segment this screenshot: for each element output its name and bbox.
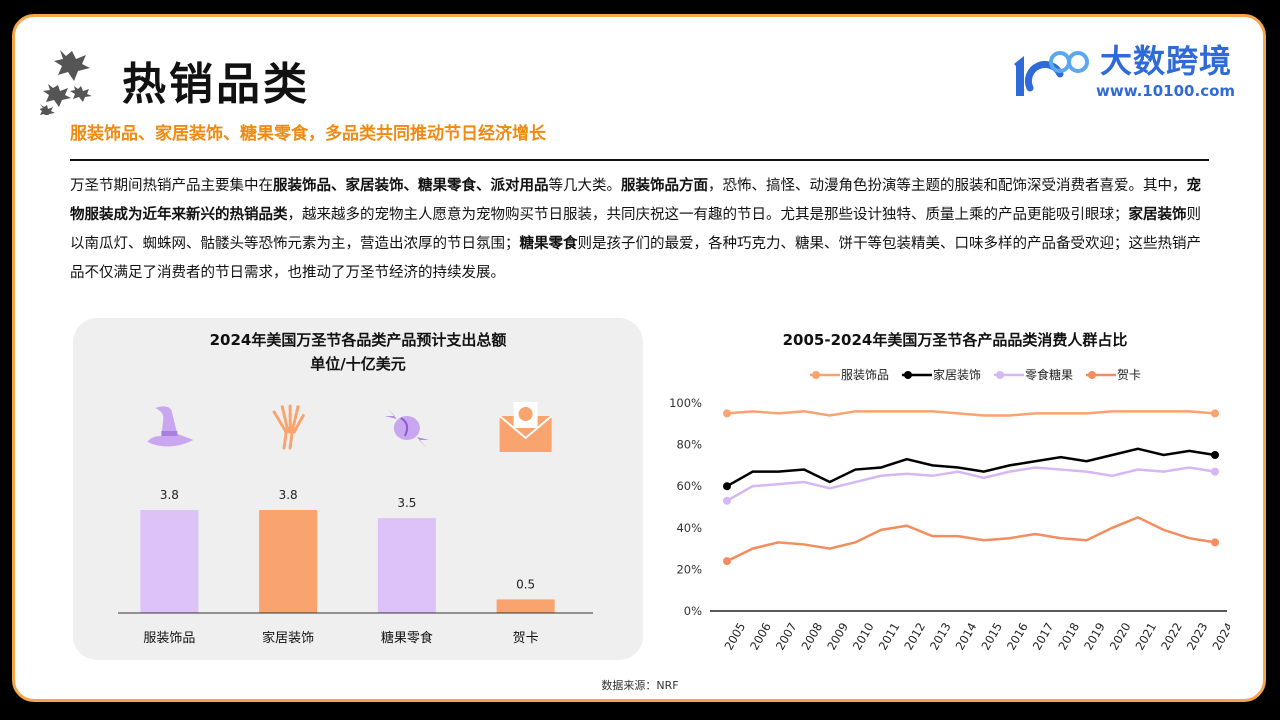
legend-marker xyxy=(812,371,820,379)
legend-label: 贺卡 xyxy=(1117,368,1141,382)
witch-hat-shape xyxy=(147,406,194,447)
intro-paragraph: 万圣节期间热销产品主要集中在服装饰品、家居装饰、糖果零食、派对用品等几大类。服装… xyxy=(70,172,1210,288)
x-tick-label: 2016 xyxy=(1004,620,1031,652)
legend-marker xyxy=(904,371,912,379)
bar xyxy=(496,599,555,613)
series-end-point xyxy=(723,482,731,491)
bar-value-label: 3.8 xyxy=(160,488,179,502)
witch-hat-band xyxy=(161,431,178,436)
x-tick-label: 2019 xyxy=(1081,620,1108,652)
y-tick-label: 100% xyxy=(669,396,702,410)
series-end-point xyxy=(1211,451,1219,459)
intro-text: 则是孩子们的最爱，各种巧克力、糖果、饼干等包装精美、口味多样的产品备受欢迎；这些… xyxy=(70,236,1201,281)
x-tick-label: 2007 xyxy=(773,620,800,652)
bar xyxy=(140,510,199,613)
logo-mark-icon xyxy=(1014,51,1089,96)
x-tick-label: 2006 xyxy=(747,620,774,652)
y-tick-label: 60% xyxy=(676,479,702,493)
series-end-point xyxy=(1211,538,1219,547)
y-tick-label: 0% xyxy=(684,604,702,618)
y-tick-label: 40% xyxy=(676,521,702,535)
bar-value-label: 0.5 xyxy=(516,577,535,591)
series-line xyxy=(726,466,1216,502)
category-label: 贺卡 xyxy=(513,631,539,646)
candy-stripe xyxy=(400,417,409,437)
x-tick-label: 2023 xyxy=(1184,620,1211,652)
bar-chart-title-line1: 2024年美国万圣节各品类产品预计支出总额 xyxy=(209,331,507,349)
candy-icon xyxy=(384,408,429,448)
x-tick-label: 2017 xyxy=(1030,620,1057,652)
card-pumpkin xyxy=(518,407,533,421)
x-tick-label: 2021 xyxy=(1132,620,1159,652)
bar xyxy=(377,518,436,613)
x-tick-label: 2013 xyxy=(927,620,954,652)
category-label: 家居装饰 xyxy=(262,630,314,646)
divider-rule xyxy=(70,159,1209,161)
candy-wrap-left xyxy=(384,408,397,419)
x-tick-label: 2014 xyxy=(953,620,980,652)
page-title: 热销品类 xyxy=(122,59,310,110)
envelope-card-icon xyxy=(498,402,553,452)
intro-bold-text: 服装饰品、家居装饰、糖果零食、派对用品 xyxy=(273,178,549,194)
series-end-point xyxy=(1211,409,1219,418)
intro-bold-text: 家居装饰 xyxy=(1128,207,1187,223)
series-end-point xyxy=(723,496,731,505)
logo-name: 大数跨境 xyxy=(1100,42,1233,80)
intro-text: 万圣节期间热销产品主要集中在 xyxy=(70,178,273,194)
series-end-point xyxy=(723,557,731,566)
skeleton-hand-bones xyxy=(272,402,306,450)
x-tick-label: 2011 xyxy=(876,620,903,652)
line-chart: 0%20%40%60%80%100%2005200620072008200920… xyxy=(669,367,1230,653)
intro-bold-text: 糖果零食 xyxy=(519,236,578,252)
envelope-flap xyxy=(498,415,553,440)
line-chart-title: 2005-2024年美国万圣节各产品品类消费人群占比 xyxy=(782,331,1128,349)
x-tick-label: 2005 xyxy=(721,620,748,652)
witch-hat-icon xyxy=(147,406,194,447)
x-tick-label: 2020 xyxy=(1107,620,1134,652)
legend-label: 家居装饰 xyxy=(933,367,981,382)
series-line xyxy=(726,410,1216,417)
x-tick-label: 2022 xyxy=(1158,620,1185,652)
y-tick-label: 20% xyxy=(676,562,702,576)
category-label: 服装饰品 xyxy=(143,631,195,646)
series-line xyxy=(726,516,1216,563)
series-end-point xyxy=(1211,467,1219,476)
bar-chart-unit: 单位/十亿美元 xyxy=(310,355,406,373)
data-source: 数据来源：NRF xyxy=(601,679,679,692)
series-line xyxy=(726,447,1216,488)
intro-text: ，越来越多的宠物主人愿意为宠物购买节日服装，共同庆祝这一有趣的节日。尤其是那些设… xyxy=(287,207,1129,223)
intro-text: 等几大类。 xyxy=(548,178,622,194)
bar-chart-title: 2024年美国万圣节各品类产品预计支出总额 单位/十亿美元 xyxy=(73,328,643,376)
legend-marker xyxy=(996,371,1004,379)
bar-chart: 3.8 服装饰品 3.8 家居装饰 3.5 糖果零食 0.5 贺卡 xyxy=(118,402,593,646)
series-end-point xyxy=(723,409,731,418)
legend-marker xyxy=(1088,371,1096,379)
bar-value-label: 3.8 xyxy=(279,488,298,502)
bats-icon xyxy=(40,50,92,115)
x-tick-label: 2010 xyxy=(850,620,877,652)
bar-value-label: 3.5 xyxy=(397,496,416,510)
intro-text: 则以南瓜灯、蜘蛛网、骷髅头等恐怖元素为主，营造出浓厚的节日氛围； xyxy=(70,207,1201,252)
candy-wrap-right xyxy=(416,437,429,448)
brand-logo: 大数跨境 www.10100.com xyxy=(1008,40,1238,102)
x-tick-label: 2008 xyxy=(799,620,826,652)
logo-url: www.10100.com xyxy=(1096,82,1236,100)
legend-label: 零食糖果 xyxy=(1025,367,1073,382)
x-tick-label: 2012 xyxy=(901,620,928,652)
bar xyxy=(259,510,318,613)
x-tick-label: 2024 xyxy=(1209,620,1230,652)
legend-label: 服装饰品 xyxy=(841,368,889,382)
x-tick-label: 2015 xyxy=(978,620,1005,652)
x-tick-label: 2018 xyxy=(1055,620,1082,652)
x-tick-label: 2009 xyxy=(824,620,851,652)
y-tick-label: 80% xyxy=(676,438,702,452)
intro-bold-text: 服装饰品方面 xyxy=(621,178,708,194)
intro-bold-text: 宠物服装成为近年来新兴的热销品类 xyxy=(70,178,1201,223)
intro-text: ，恐怖、搞怪、动漫角色扮演等主题的服装和配饰深受消费者喜爱。其中， xyxy=(708,178,1187,194)
page-subtitle: 服装饰品、家居装饰、糖果零食，多品类共同推动节日经济增长 xyxy=(70,124,546,144)
skeleton-hand-icon xyxy=(272,402,306,450)
category-label: 糖果零食 xyxy=(381,630,433,646)
